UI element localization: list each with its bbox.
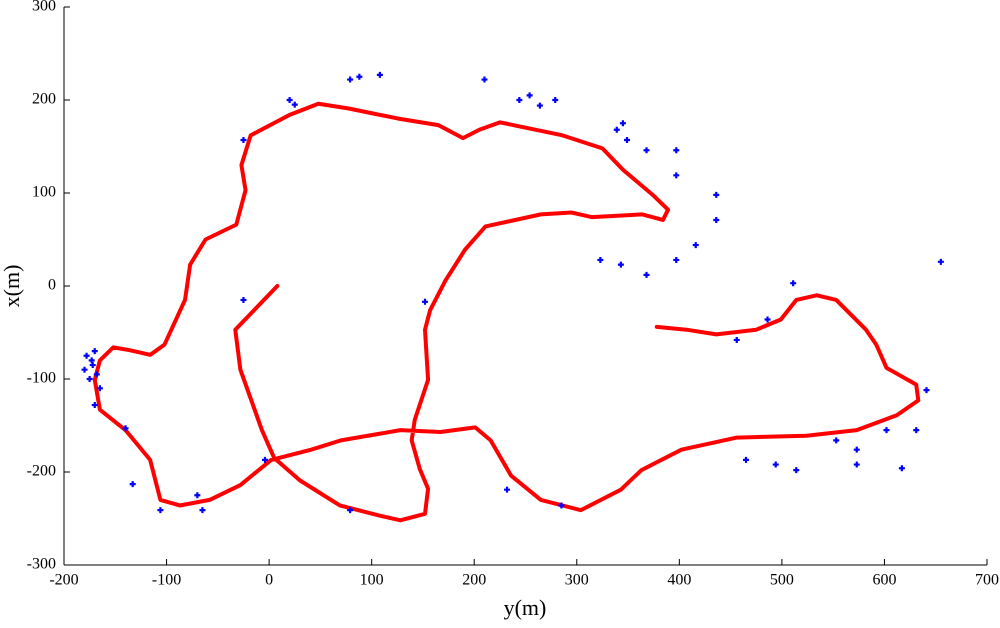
landmark-point [86, 376, 93, 382]
landmark-point [833, 437, 840, 444]
landmark-point [643, 147, 650, 154]
landmark-point [286, 97, 293, 103]
landmark-point [516, 97, 523, 103]
landmark-point [481, 76, 488, 83]
y-tick-label: 0 [48, 277, 56, 294]
y-tick-label: -200 [27, 463, 56, 480]
landmark-point [692, 242, 699, 249]
landmark-point [504, 486, 511, 493]
y-tick-label: -100 [27, 370, 56, 387]
landmark-point [356, 73, 363, 80]
landmark-point [347, 507, 354, 514]
landmark-point [262, 456, 269, 463]
landmark-point [526, 92, 533, 99]
landmark-point [624, 136, 631, 143]
landmark-point [558, 502, 565, 509]
landmark-point [937, 258, 944, 265]
landmark-point [376, 71, 383, 78]
landmark-point [597, 256, 604, 263]
landmark-point [898, 465, 905, 472]
landmark-point [81, 366, 88, 373]
landmark-point [194, 492, 201, 499]
x-tick-label: 100 [360, 572, 384, 589]
landmark-point [643, 271, 650, 278]
landmark-point [619, 120, 626, 127]
landmark-point [790, 280, 797, 287]
x-tick-label: 400 [667, 572, 691, 589]
x-tick-label: -100 [152, 572, 181, 589]
landmark-point [617, 261, 624, 268]
y-axis-title: x(m) [0, 265, 24, 308]
landmark-point [764, 316, 771, 323]
x-tick-label: 500 [770, 572, 794, 589]
landmark-point [83, 352, 90, 359]
x-tick-label: 200 [462, 572, 486, 589]
landmark-point [240, 296, 247, 303]
y-tick-label: 200 [32, 91, 56, 108]
y-tick-label: -300 [27, 556, 56, 573]
landmark-point [713, 216, 720, 223]
landmark-point [552, 97, 559, 103]
landmark-point [673, 172, 680, 179]
landmark-point [91, 402, 98, 409]
x-tick-label: -200 [49, 572, 78, 589]
landmark-point [742, 456, 749, 463]
landmark-point [93, 371, 100, 378]
y-tick-label: 300 [32, 0, 56, 15]
landmark-point [713, 191, 720, 198]
x-tick-label: 700 [975, 572, 999, 589]
landmark-point [96, 385, 103, 392]
trajectory [92, 101, 921, 523]
landmark-point [129, 481, 136, 488]
landmark-point [673, 256, 680, 263]
landmark-point [122, 425, 129, 432]
landmark-point [157, 507, 164, 514]
landmark-point [673, 147, 680, 154]
landmark-point [240, 136, 247, 143]
landmark-point [91, 348, 98, 355]
landmark-point [613, 126, 620, 133]
x-tick-label: 600 [872, 572, 896, 589]
landmark-point [733, 336, 740, 343]
x-axis-title: y(m) [504, 595, 547, 620]
landmark-point [883, 427, 890, 434]
landmark-point [772, 461, 779, 468]
landmark-point [536, 102, 543, 109]
landmark-point [347, 76, 354, 83]
landmark-point [199, 507, 206, 514]
landmark-point [923, 387, 930, 394]
x-tick-label: 300 [565, 572, 589, 589]
landmark-point [913, 427, 920, 434]
landmark-point [88, 357, 95, 364]
y-tick-label: 100 [32, 184, 56, 201]
landmark-point [291, 101, 298, 108]
landmark-point [421, 298, 428, 305]
landmark-point [793, 467, 800, 474]
landmark-point [853, 461, 860, 468]
x-tick-label: 0 [265, 572, 273, 589]
landmark-point [853, 446, 860, 453]
